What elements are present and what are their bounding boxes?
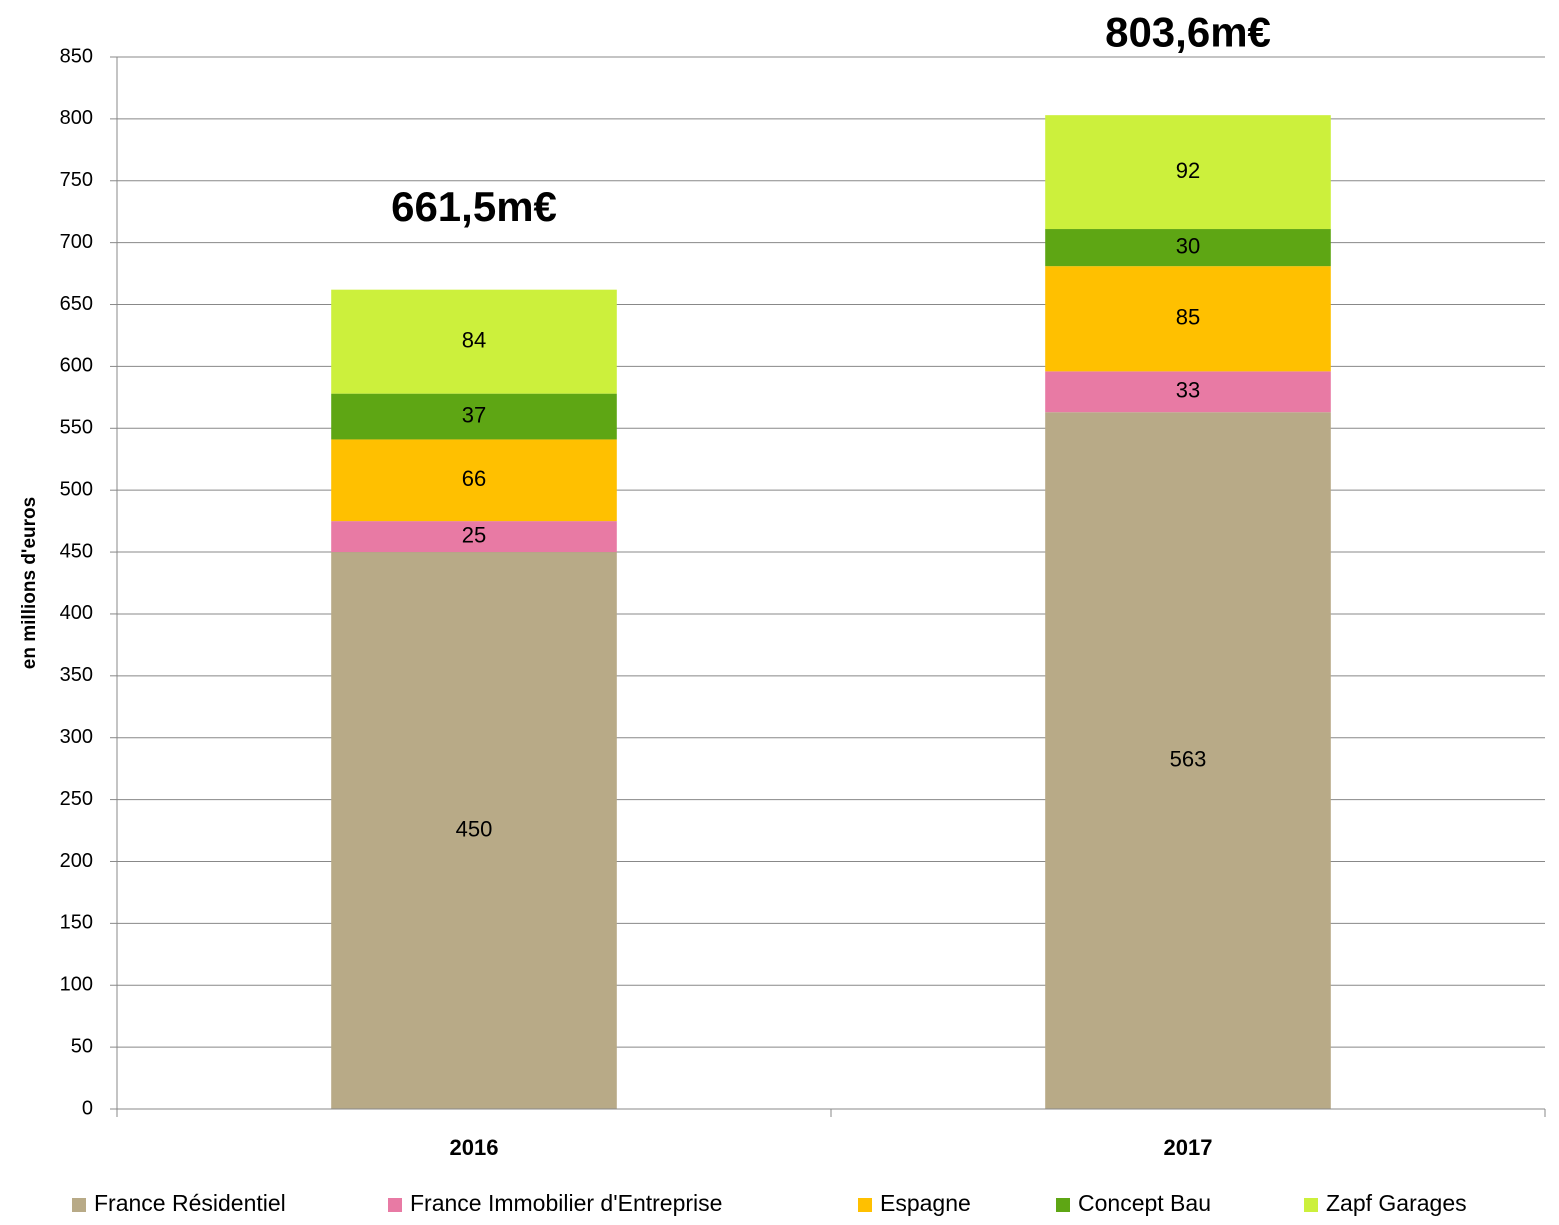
data-label: 563 [1170, 746, 1207, 771]
bar-segment [1045, 371, 1331, 413]
x-tick-label: 2016 [450, 1135, 499, 1160]
y-tick-label: 300 [60, 726, 93, 748]
data-label: 33 [1176, 378, 1200, 403]
bar-segment [331, 439, 617, 522]
bar-segment [1045, 229, 1331, 267]
y-tick-label: 550 [60, 417, 93, 439]
legend-label: Concept Bau [1078, 1190, 1211, 1216]
legend-swatch [1056, 1198, 1070, 1212]
y-tick-label: 500 [60, 478, 93, 500]
data-label: 25 [462, 522, 486, 547]
y-tick-label: 400 [60, 602, 93, 624]
data-label: 37 [462, 402, 486, 427]
y-tick-label: 350 [60, 664, 93, 686]
bar-segment [331, 552, 617, 1109]
legend-label: France Immobilier d'Entreprise [410, 1190, 722, 1216]
data-label: 92 [1176, 158, 1200, 183]
y-tick-label: 200 [60, 850, 93, 872]
total-label: 661,5m€ [391, 183, 557, 230]
bar-segment [331, 521, 617, 553]
y-tick-label: 600 [60, 355, 93, 377]
legend-swatch [1304, 1198, 1318, 1212]
bar-segment [1045, 412, 1331, 1109]
y-tick-label: 100 [60, 974, 93, 996]
y-tick-label: 50 [71, 1035, 93, 1057]
data-label: 85 [1176, 305, 1200, 330]
bar-segment [1045, 266, 1331, 372]
legend-label: France Résidentiel [94, 1190, 286, 1216]
legend-swatch [72, 1198, 86, 1212]
y-tick-label: 700 [60, 231, 93, 253]
y-tick-label: 450 [60, 540, 93, 562]
data-label: 66 [462, 466, 486, 491]
y-tick-label: 750 [60, 169, 93, 191]
data-label: 450 [456, 816, 493, 841]
bar-segment [1045, 115, 1331, 230]
bar-segment [331, 289, 617, 394]
legend-label: Espagne [880, 1190, 971, 1216]
y-tick-label: 650 [60, 293, 93, 315]
x-tick-label: 2017 [1164, 1135, 1213, 1160]
data-label: 84 [462, 327, 486, 352]
y-tick-label: 150 [60, 912, 93, 934]
bar-segment [331, 393, 617, 440]
data-label: 30 [1176, 233, 1200, 258]
total-label: 803,6m€ [1105, 8, 1271, 55]
legend-swatch [388, 1198, 402, 1212]
legend-swatch [858, 1198, 872, 1212]
y-axis-label: en millions d'euros [19, 497, 40, 669]
y-tick-label: 850 [60, 45, 93, 67]
y-tick-label: 250 [60, 788, 93, 810]
y-tick-label: 800 [60, 107, 93, 129]
y-tick-label: 0 [82, 1097, 93, 1119]
legend-label: Zapf Garages [1326, 1190, 1467, 1216]
